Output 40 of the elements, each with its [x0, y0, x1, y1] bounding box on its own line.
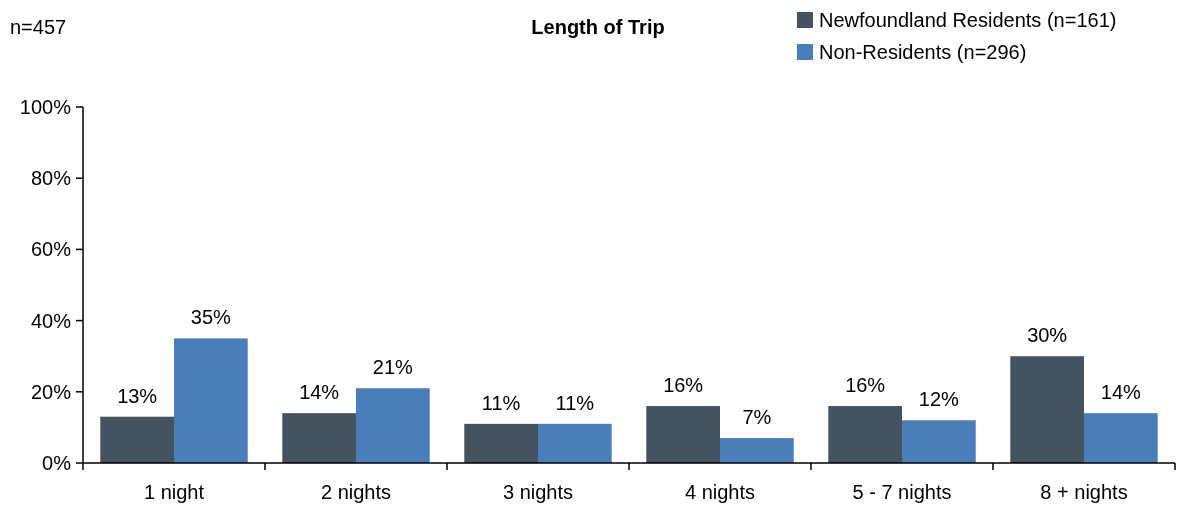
data-label: 16%	[663, 374, 704, 397]
bar	[174, 338, 248, 463]
bar	[464, 423, 538, 463]
x-tick-label: 8 + nights	[1040, 481, 1128, 503]
chart-title: Length of Trip	[531, 16, 665, 38]
x-tick-label: 2 nights	[320, 481, 392, 503]
y-tick-label: 60%	[30, 238, 72, 261]
bar	[902, 420, 976, 463]
x-tick-label: 1 night	[143, 481, 205, 503]
data-label: 11%	[555, 391, 595, 414]
bar	[282, 413, 356, 463]
legend-label: Newfoundland Residents (n=161)	[819, 9, 1117, 31]
bar	[356, 388, 430, 463]
legend-label: Non-Residents (n=296)	[819, 41, 1027, 63]
x-tick-label: 4 nights	[684, 481, 756, 503]
y-tick-label: 80%	[30, 167, 72, 190]
bar	[828, 406, 902, 463]
data-label: 12%	[918, 388, 960, 411]
data-label: 14%	[299, 381, 340, 404]
text: n=457	[10, 16, 67, 38]
y-tick-label: 20%	[30, 380, 72, 403]
bar	[720, 438, 794, 463]
x-tick-label: 5 - 7 nights	[852, 481, 952, 503]
y-tick-label: 100%	[19, 96, 72, 118]
data-label: 7%	[742, 406, 772, 429]
data-label: 14%	[1100, 381, 1142, 404]
data-label: 16%	[845, 374, 886, 397]
bar	[538, 423, 612, 463]
y-tick-label: 0%	[42, 452, 72, 474]
bar	[646, 406, 720, 463]
bar	[1010, 356, 1084, 463]
x-tick-label: 3 nights	[502, 481, 574, 503]
data-label: 13%	[117, 384, 158, 407]
bar	[100, 416, 174, 463]
data-label: 21%	[372, 356, 414, 379]
y-tick-label: 40%	[30, 309, 72, 332]
bar	[1084, 413, 1158, 463]
data-label: 30%	[1027, 324, 1068, 347]
data-label: 35%	[190, 306, 232, 329]
data-label: 11%	[481, 391, 521, 414]
